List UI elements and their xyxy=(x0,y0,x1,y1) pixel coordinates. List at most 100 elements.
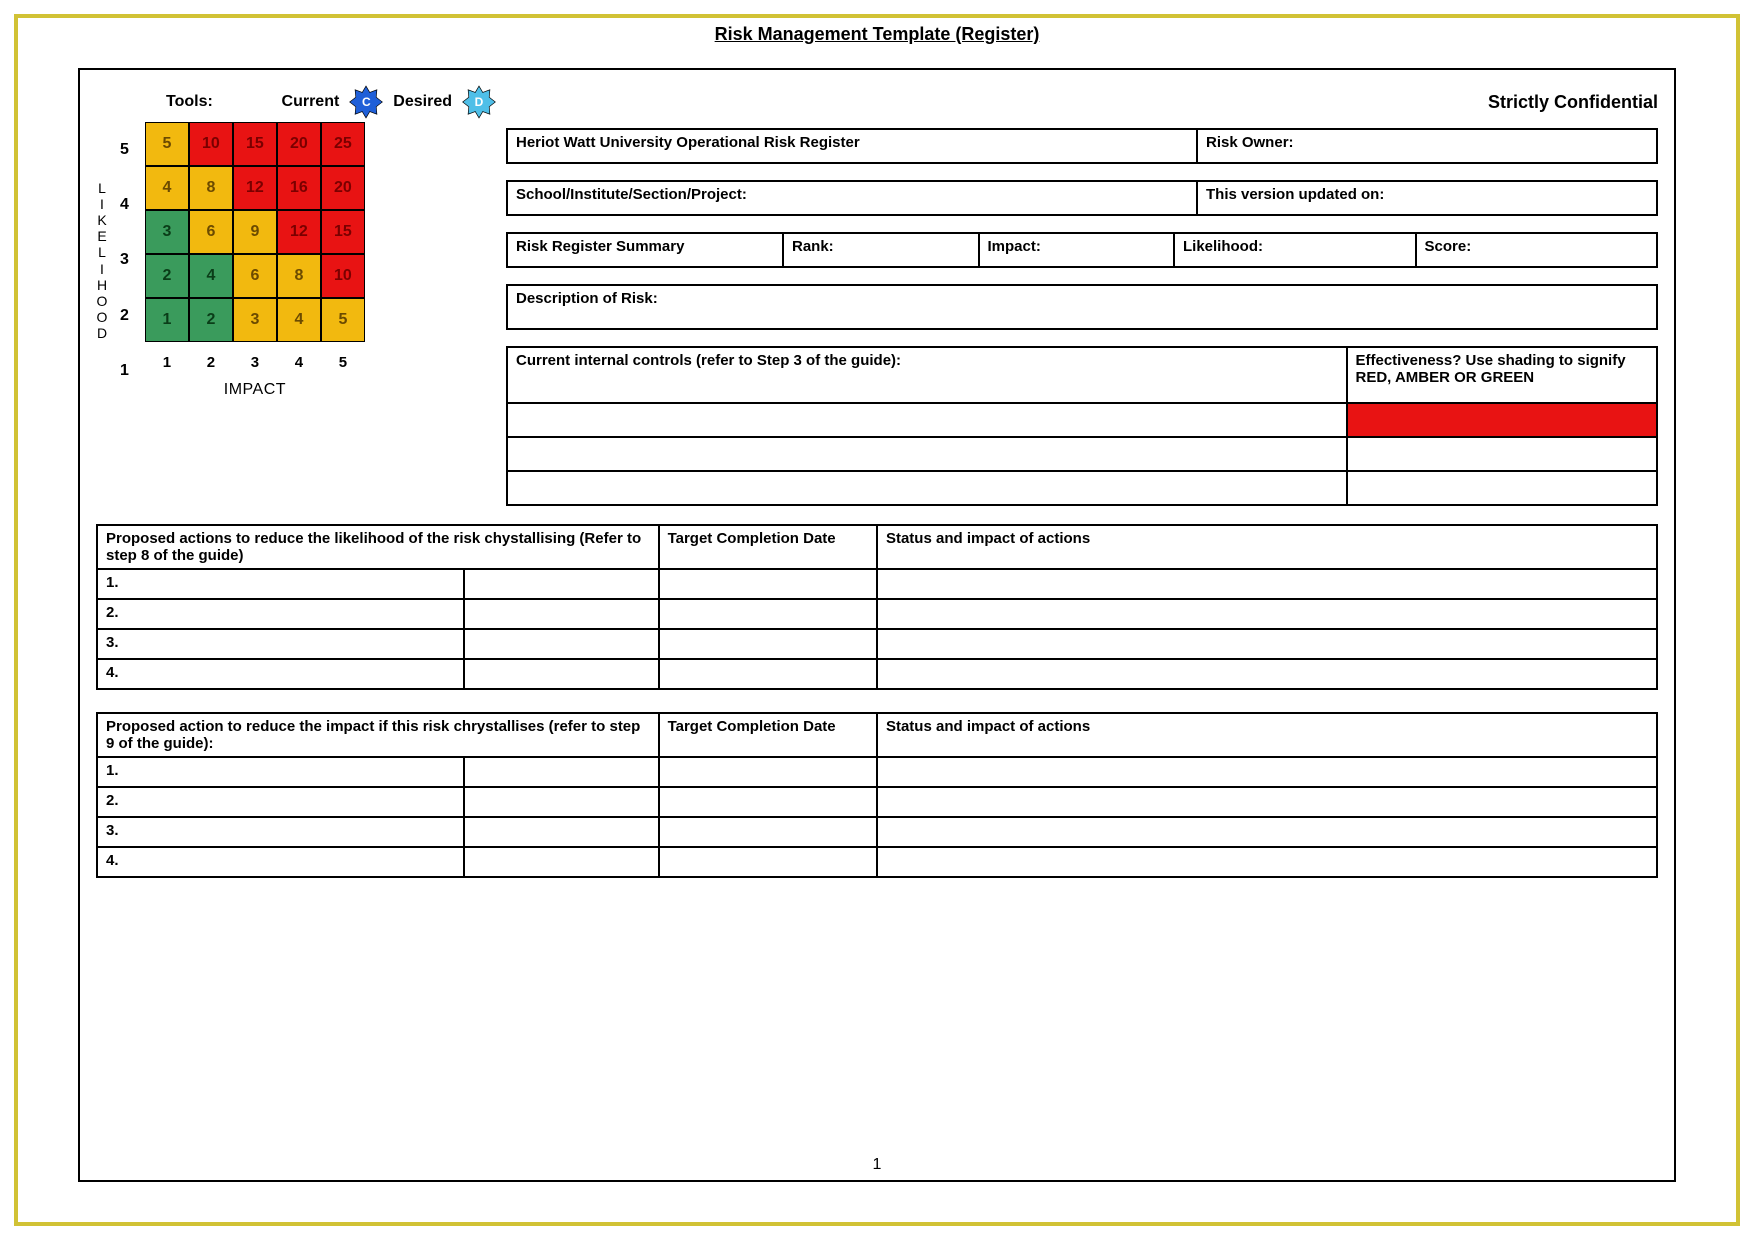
likelihood-label: Likelihood: xyxy=(1174,233,1416,267)
summary-label: Risk Register Summary xyxy=(507,233,783,267)
matrix-area: Tools: Current C Desired D LIKELIHOOD xyxy=(96,82,496,506)
controls-blank-3 xyxy=(507,471,1347,505)
matrix-cell: 4 xyxy=(277,298,321,342)
matrix-cell: 12 xyxy=(277,210,321,254)
effectiveness-shade xyxy=(1347,403,1658,437)
desired-star-text: D xyxy=(475,95,484,109)
y-tick: 2 xyxy=(120,294,129,338)
current-label: Current xyxy=(282,93,340,111)
status-cell xyxy=(877,757,1657,787)
effectiveness-blank-2 xyxy=(1347,437,1658,471)
date-cell xyxy=(659,629,877,659)
status-cell xyxy=(877,569,1657,599)
action-cell xyxy=(464,847,658,877)
version-label: This version updated on: xyxy=(1197,181,1657,215)
act1-h1: Proposed actions to reduce the likelihoo… xyxy=(97,525,659,569)
current-star-icon: C xyxy=(349,85,383,119)
info-row2: School/Institute/Section/Project: This v… xyxy=(506,180,1658,216)
action-cell xyxy=(464,787,658,817)
risk-owner-label: Risk Owner: xyxy=(1197,129,1657,163)
matrix-cell: 9 xyxy=(233,210,277,254)
matrix-cell: 2 xyxy=(189,298,233,342)
matrix-cell: 6 xyxy=(233,254,277,298)
status-cell xyxy=(877,847,1657,877)
matrix-cell: 3 xyxy=(145,210,189,254)
x-axis-label: IMPACT xyxy=(145,381,365,399)
y-ticks: 54321 xyxy=(114,122,145,399)
controls-blank-2 xyxy=(507,437,1347,471)
description-label: Description of Risk: xyxy=(507,285,1657,329)
action-cell xyxy=(464,599,658,629)
matrix-cell: 12 xyxy=(233,166,277,210)
matrix-cell: 8 xyxy=(277,254,321,298)
effectiveness-label: Effectiveness? Use shading to signify RE… xyxy=(1347,347,1658,403)
row-number: 4. xyxy=(97,659,464,689)
date-cell xyxy=(659,847,877,877)
date-cell xyxy=(659,817,877,847)
matrix-cell: 5 xyxy=(145,122,189,166)
matrix-cell: 10 xyxy=(321,254,365,298)
matrix-cell: 1 xyxy=(145,298,189,342)
matrix-cell: 16 xyxy=(277,166,321,210)
impact-label: Impact: xyxy=(979,233,1175,267)
tools-label: Tools: xyxy=(166,93,213,111)
date-cell xyxy=(659,599,877,629)
y-tick: 3 xyxy=(120,238,129,282)
current-star-text: C xyxy=(362,95,371,109)
action-cell xyxy=(464,659,658,689)
date-cell xyxy=(659,659,877,689)
page-number: 1 xyxy=(80,1156,1674,1174)
inner-frame: Tools: Current C Desired D LIKELIHOOD xyxy=(78,68,1676,1182)
action-cell xyxy=(464,757,658,787)
matrix-cell: 15 xyxy=(233,122,277,166)
act1-h3: Status and impact of actions xyxy=(877,525,1657,569)
act2-h1: Proposed action to reduce the impact if … xyxy=(97,713,659,757)
act2-h2: Target Completion Date xyxy=(659,713,877,757)
row-number: 3. xyxy=(97,629,464,659)
matrix-cell: 2 xyxy=(145,254,189,298)
outer-frame: Risk Management Template (Register) Tool… xyxy=(14,14,1740,1226)
controls-table: Current internal controls (refer to Step… xyxy=(506,346,1658,506)
matrix-cell: 15 xyxy=(321,210,365,254)
tools-row: Tools: Current C Desired D xyxy=(96,82,496,122)
school-label: School/Institute/Section/Project: xyxy=(507,181,1197,215)
status-cell xyxy=(877,599,1657,629)
info-row1: Heriot Watt University Operational Risk … xyxy=(506,128,1658,164)
matrix-cell: 5 xyxy=(321,298,365,342)
confidential-label: Strictly Confidential xyxy=(506,82,1658,122)
status-cell xyxy=(877,817,1657,847)
matrix-cell: 20 xyxy=(277,122,321,166)
y-tick: 1 xyxy=(120,349,129,393)
desired-star-icon: D xyxy=(462,85,496,119)
act2-h3: Status and impact of actions xyxy=(877,713,1657,757)
act1-h2: Target Completion Date xyxy=(659,525,877,569)
info-area: Strictly Confidential Heriot Watt Univer… xyxy=(496,82,1658,506)
matrix-cell: 20 xyxy=(321,166,365,210)
action-cell xyxy=(464,629,658,659)
actions-likelihood-table: Proposed actions to reduce the likelihoo… xyxy=(96,524,1658,690)
top-band: Tools: Current C Desired D LIKELIHOOD xyxy=(96,82,1658,506)
x-tick: 5 xyxy=(321,354,365,371)
description-row: Description of Risk: xyxy=(506,284,1658,330)
x-tick: 4 xyxy=(277,354,321,371)
rank-label: Rank: xyxy=(783,233,979,267)
matrix-cell: 3 xyxy=(233,298,277,342)
status-cell xyxy=(877,629,1657,659)
date-cell xyxy=(659,569,877,599)
summary-row: Risk Register Summary Rank: Impact: Like… xyxy=(506,232,1658,268)
matrix-cell: 4 xyxy=(189,254,233,298)
matrix-cell: 4 xyxy=(145,166,189,210)
x-tick: 2 xyxy=(189,354,233,371)
document-title: Risk Management Template (Register) xyxy=(18,18,1736,47)
row-number: 4. xyxy=(97,847,464,877)
row-number: 2. xyxy=(97,787,464,817)
date-cell xyxy=(659,787,877,817)
controls-blank-1 xyxy=(507,403,1347,437)
matrix-cell: 6 xyxy=(189,210,233,254)
x-tick: 3 xyxy=(233,354,277,371)
row-number: 1. xyxy=(97,757,464,787)
action-cell xyxy=(464,817,658,847)
row-number: 1. xyxy=(97,569,464,599)
x-ticks: 12345 xyxy=(145,354,365,371)
matrix-cell: 10 xyxy=(189,122,233,166)
